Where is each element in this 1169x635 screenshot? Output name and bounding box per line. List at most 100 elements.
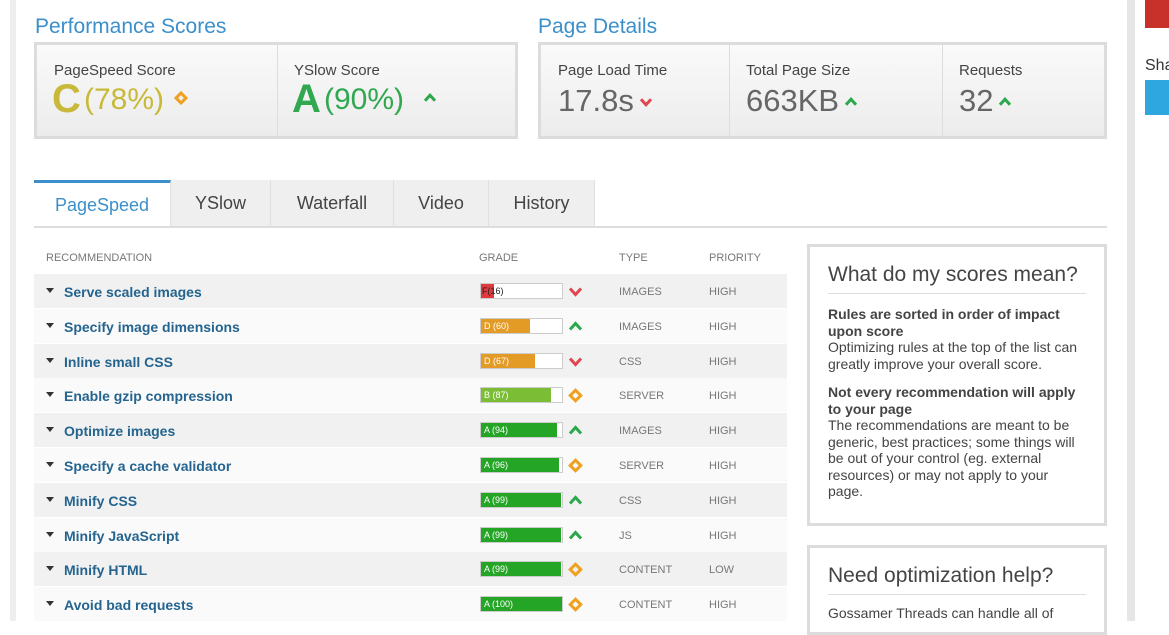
grade-bar: A (99) bbox=[480, 491, 563, 508]
divider bbox=[942, 45, 943, 136]
trend-icon bbox=[844, 95, 858, 109]
scores-box: PageSpeed Score C (78%) YSlow Score A (90%) bbox=[34, 42, 518, 139]
twitter-icon[interactable] bbox=[1145, 80, 1169, 115]
rule-priority: HIGH bbox=[709, 460, 737, 472]
left-border bbox=[10, 0, 16, 621]
trend-icon bbox=[568, 562, 583, 578]
diamond bbox=[568, 562, 583, 578]
chevron bbox=[568, 529, 583, 540]
help-box: Need optimization help? Gossamer Threads… bbox=[807, 545, 1107, 635]
tab[interactable]: Waterfall bbox=[271, 180, 394, 226]
chevron bbox=[568, 287, 583, 297]
section-title: Performance Scores bbox=[35, 15, 227, 38]
caret bbox=[46, 322, 54, 328]
chevron bbox=[423, 92, 437, 102]
grade-label: A (94) bbox=[484, 425, 509, 436]
rule-type: CONTENT bbox=[619, 599, 673, 612]
rule-type: IMAGES bbox=[619, 425, 662, 438]
divider bbox=[277, 45, 278, 136]
grade-label: A (96) bbox=[484, 460, 509, 470]
divider bbox=[729, 45, 730, 136]
score-grade: A bbox=[292, 77, 321, 121]
rule-type: CSS bbox=[619, 355, 642, 368]
row-bg bbox=[34, 343, 787, 378]
rule-name[interactable]: Specify image dimensions bbox=[64, 318, 240, 335]
row-bg bbox=[34, 552, 787, 587]
grade-fill bbox=[481, 458, 559, 472]
grade-label: F(16) bbox=[482, 286, 504, 296]
row-bg bbox=[34, 274, 787, 308]
rule-name[interactable]: Minify CSS bbox=[64, 492, 138, 509]
caret bbox=[46, 496, 54, 502]
grade-fill bbox=[481, 353, 536, 368]
rule-name[interactable]: Serve scaled images bbox=[64, 284, 202, 300]
trend-icon bbox=[173, 90, 189, 106]
grade-fill bbox=[481, 388, 552, 403]
grade-bar: B (87) bbox=[480, 387, 563, 404]
column-header: GRADE bbox=[479, 252, 519, 264]
chevron bbox=[568, 321, 583, 331]
sidebar-item: Not every recommendation will apply to y… bbox=[828, 384, 1086, 500]
grade-fill bbox=[481, 492, 562, 507]
grade-fill bbox=[481, 562, 562, 577]
grade-bar: A (96) bbox=[480, 457, 563, 473]
sidebar-text: Optimizing rules at the top of the list … bbox=[828, 339, 1078, 372]
detail-value: 663KB bbox=[746, 83, 840, 118]
rule-type: SERVER bbox=[619, 390, 665, 403]
grade-bar: A (100) bbox=[480, 596, 563, 613]
sidebar-heading: Not every recommendation will apply to y… bbox=[828, 384, 1076, 417]
tab[interactable]: Video bbox=[394, 180, 489, 226]
sidebar-items: Rules are sorted in order of impact upon… bbox=[828, 306, 1086, 500]
grade-label: B (87) bbox=[484, 390, 509, 401]
chevron bbox=[639, 98, 653, 108]
detail-label: Requests bbox=[959, 62, 1023, 79]
page: Sha Performance Scores PageSpeed ScoreC(… bbox=[10, 0, 1169, 635]
rule-name[interactable]: Minify HTML bbox=[64, 562, 148, 579]
caret bbox=[46, 462, 54, 467]
rule-priority: HIGH bbox=[709, 529, 737, 542]
grade-fill bbox=[481, 284, 494, 298]
rule-name[interactable]: Enable gzip compression bbox=[64, 388, 233, 405]
tab[interactable]: History bbox=[489, 180, 595, 226]
chevron bbox=[998, 96, 1012, 106]
diamond bbox=[568, 597, 583, 613]
trend-icon bbox=[568, 528, 583, 543]
rule-type: CSS bbox=[619, 494, 642, 507]
grade-label: D (60) bbox=[484, 320, 510, 331]
rule-name[interactable]: Inline small CSS bbox=[64, 353, 173, 370]
rule-priority: LOW bbox=[709, 564, 735, 577]
grade-fill bbox=[481, 597, 562, 612]
detail-label: Page Load Time bbox=[558, 62, 668, 79]
chevron bbox=[568, 495, 583, 505]
grade-bar: D (67) bbox=[480, 352, 563, 369]
rule-name[interactable]: Optimize images bbox=[64, 423, 176, 440]
rule-priority: HIGH bbox=[709, 355, 737, 368]
rule-priority: HIGH bbox=[709, 425, 737, 438]
score-label: YSlow Score bbox=[294, 62, 380, 79]
rule-type: IMAGES bbox=[619, 286, 662, 298]
row-bg bbox=[34, 378, 787, 413]
row-bg bbox=[34, 448, 787, 482]
sidebar-heading: Rules are sorted in order of impact upon… bbox=[828, 306, 1060, 339]
tab[interactable]: YSlow bbox=[171, 180, 271, 226]
column-header: RECOMMENDATION bbox=[46, 252, 153, 264]
score-value: (78%) bbox=[84, 83, 165, 116]
grade-bar: A (99) bbox=[480, 526, 563, 543]
tab[interactable]: PageSpeed bbox=[34, 180, 171, 228]
rule-name[interactable]: Minify JavaScript bbox=[64, 527, 180, 544]
caret bbox=[46, 601, 54, 607]
sidebar-item: Rules are sorted in order of impact upon… bbox=[828, 306, 1086, 372]
rule-name[interactable]: Specify a cache validator bbox=[64, 458, 232, 474]
share-label: Sha bbox=[1145, 57, 1169, 74]
detail-label: Total Page Size bbox=[746, 62, 851, 79]
pdf-icon[interactable] bbox=[1145, 0, 1169, 28]
caret bbox=[46, 427, 54, 433]
trend-icon bbox=[423, 91, 437, 105]
rule-name[interactable]: Avoid bad requests bbox=[64, 597, 194, 614]
row-bg bbox=[34, 308, 787, 343]
trend-icon bbox=[568, 388, 583, 404]
rule-priority: HIGH bbox=[709, 390, 737, 403]
grade-label: A (99) bbox=[484, 564, 509, 575]
detail-value: 32 bbox=[959, 83, 994, 118]
grade-fill bbox=[481, 318, 530, 333]
